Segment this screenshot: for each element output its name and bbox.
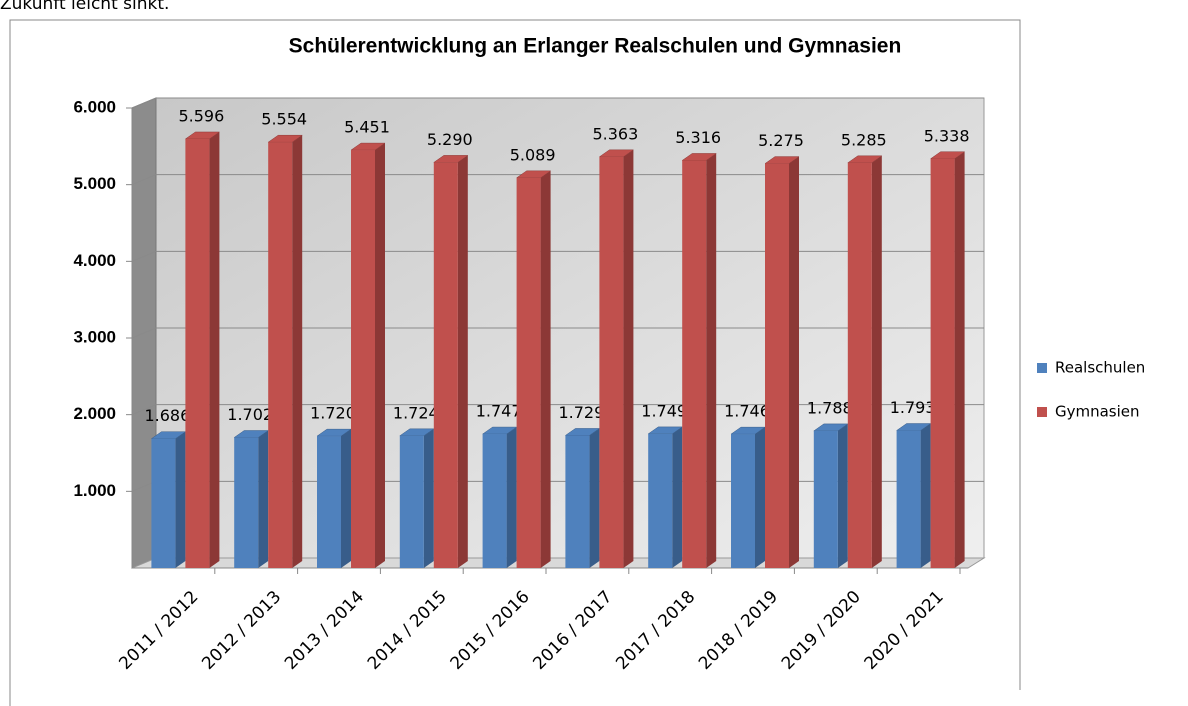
data-label: 5.554 xyxy=(261,110,307,129)
bar xyxy=(399,435,424,568)
y-tick-label: 3.000 xyxy=(73,327,116,346)
data-label: 1.720 xyxy=(310,404,356,423)
x-tick-label: 2011 / 2012 xyxy=(115,587,202,674)
bar xyxy=(599,156,624,568)
data-label: 1.793 xyxy=(890,398,936,417)
bar-side xyxy=(540,170,551,569)
bar xyxy=(516,177,541,569)
data-label: 5.275 xyxy=(758,131,804,150)
data-label: 1.724 xyxy=(393,403,439,422)
bar xyxy=(351,150,375,568)
chart-frame xyxy=(9,19,1021,706)
above-text: Zukunft leicht sinkt. xyxy=(0,0,169,14)
bar xyxy=(185,138,210,568)
x-tick-label: 2017 / 2018 xyxy=(612,587,699,674)
bar-side xyxy=(672,426,683,568)
x-tick-label: 2015 / 2016 xyxy=(447,587,534,674)
data-label: 1.729 xyxy=(558,403,604,422)
grid-line xyxy=(131,97,984,109)
y-tick-label: 2.000 xyxy=(73,404,116,423)
data-label: 1.702 xyxy=(227,405,273,424)
data-label: 5.363 xyxy=(592,124,638,143)
bar-side xyxy=(837,423,848,568)
data-label: 5.451 xyxy=(344,118,390,137)
bar-side xyxy=(258,430,269,568)
data-label: 5.338 xyxy=(924,126,970,145)
bar-side xyxy=(341,429,351,568)
bar-side xyxy=(755,427,765,568)
bar xyxy=(930,158,955,568)
data-label: 1.747 xyxy=(476,402,522,421)
bar xyxy=(847,162,872,569)
bar-side xyxy=(871,155,882,569)
bar-side xyxy=(589,428,600,568)
bar-side xyxy=(457,155,468,568)
bar xyxy=(765,163,789,569)
data-label: 1.746 xyxy=(724,402,770,421)
x-tick-label: 2013 / 2014 xyxy=(281,587,368,674)
bar xyxy=(268,142,293,568)
bar xyxy=(482,434,507,568)
data-label: 1.686 xyxy=(144,406,190,425)
x-tick-label: 2019 / 2020 xyxy=(778,587,865,674)
bar-side xyxy=(954,151,965,568)
bar-side xyxy=(789,156,799,569)
data-label: 5.290 xyxy=(427,130,473,149)
y-tick-label: 4.000 xyxy=(73,251,116,270)
data-label: 5.596 xyxy=(178,106,224,125)
bar-side xyxy=(623,149,634,568)
data-label: 5.089 xyxy=(510,145,556,164)
x-tick-label: 2018 / 2019 xyxy=(695,587,782,674)
y-tick-label: 5.000 xyxy=(73,174,116,193)
bar xyxy=(151,438,176,568)
bar-side xyxy=(920,423,931,568)
legend-label: Gymnasien xyxy=(1055,403,1140,421)
bar-side xyxy=(706,153,717,568)
x-tick-label: 2014 / 2015 xyxy=(364,587,451,674)
bar-side xyxy=(375,143,385,568)
bar xyxy=(565,435,590,568)
data-label: 1.788 xyxy=(807,398,853,417)
bar-side xyxy=(175,431,186,568)
y-tick-label: 1.000 xyxy=(73,481,116,500)
bar xyxy=(813,430,838,568)
bar-side xyxy=(423,428,434,568)
bar-side xyxy=(292,135,303,568)
x-tick-label: 2012 / 2013 xyxy=(198,587,285,674)
bar xyxy=(317,436,341,568)
data-label: 1.749 xyxy=(641,401,687,420)
x-tick-label: 2016 / 2017 xyxy=(529,587,616,674)
bar xyxy=(731,434,755,568)
bar xyxy=(433,162,458,568)
legend-label: Realschulen xyxy=(1055,359,1145,377)
bar xyxy=(682,160,707,568)
bar-side xyxy=(506,427,517,568)
bar-side xyxy=(209,131,220,568)
data-label: 5.316 xyxy=(675,128,721,147)
legend-swatch xyxy=(1037,363,1047,373)
bar xyxy=(234,437,259,568)
legend-swatch xyxy=(1037,407,1047,417)
bar xyxy=(648,433,673,568)
data-label: 5.285 xyxy=(841,130,887,149)
y-tick-label: 6.000 xyxy=(73,97,116,116)
bar xyxy=(896,430,921,568)
chart-title: Schülerentwicklung an Erlanger Realschul… xyxy=(289,35,902,58)
x-tick-label: 2020 / 2021 xyxy=(861,587,948,674)
